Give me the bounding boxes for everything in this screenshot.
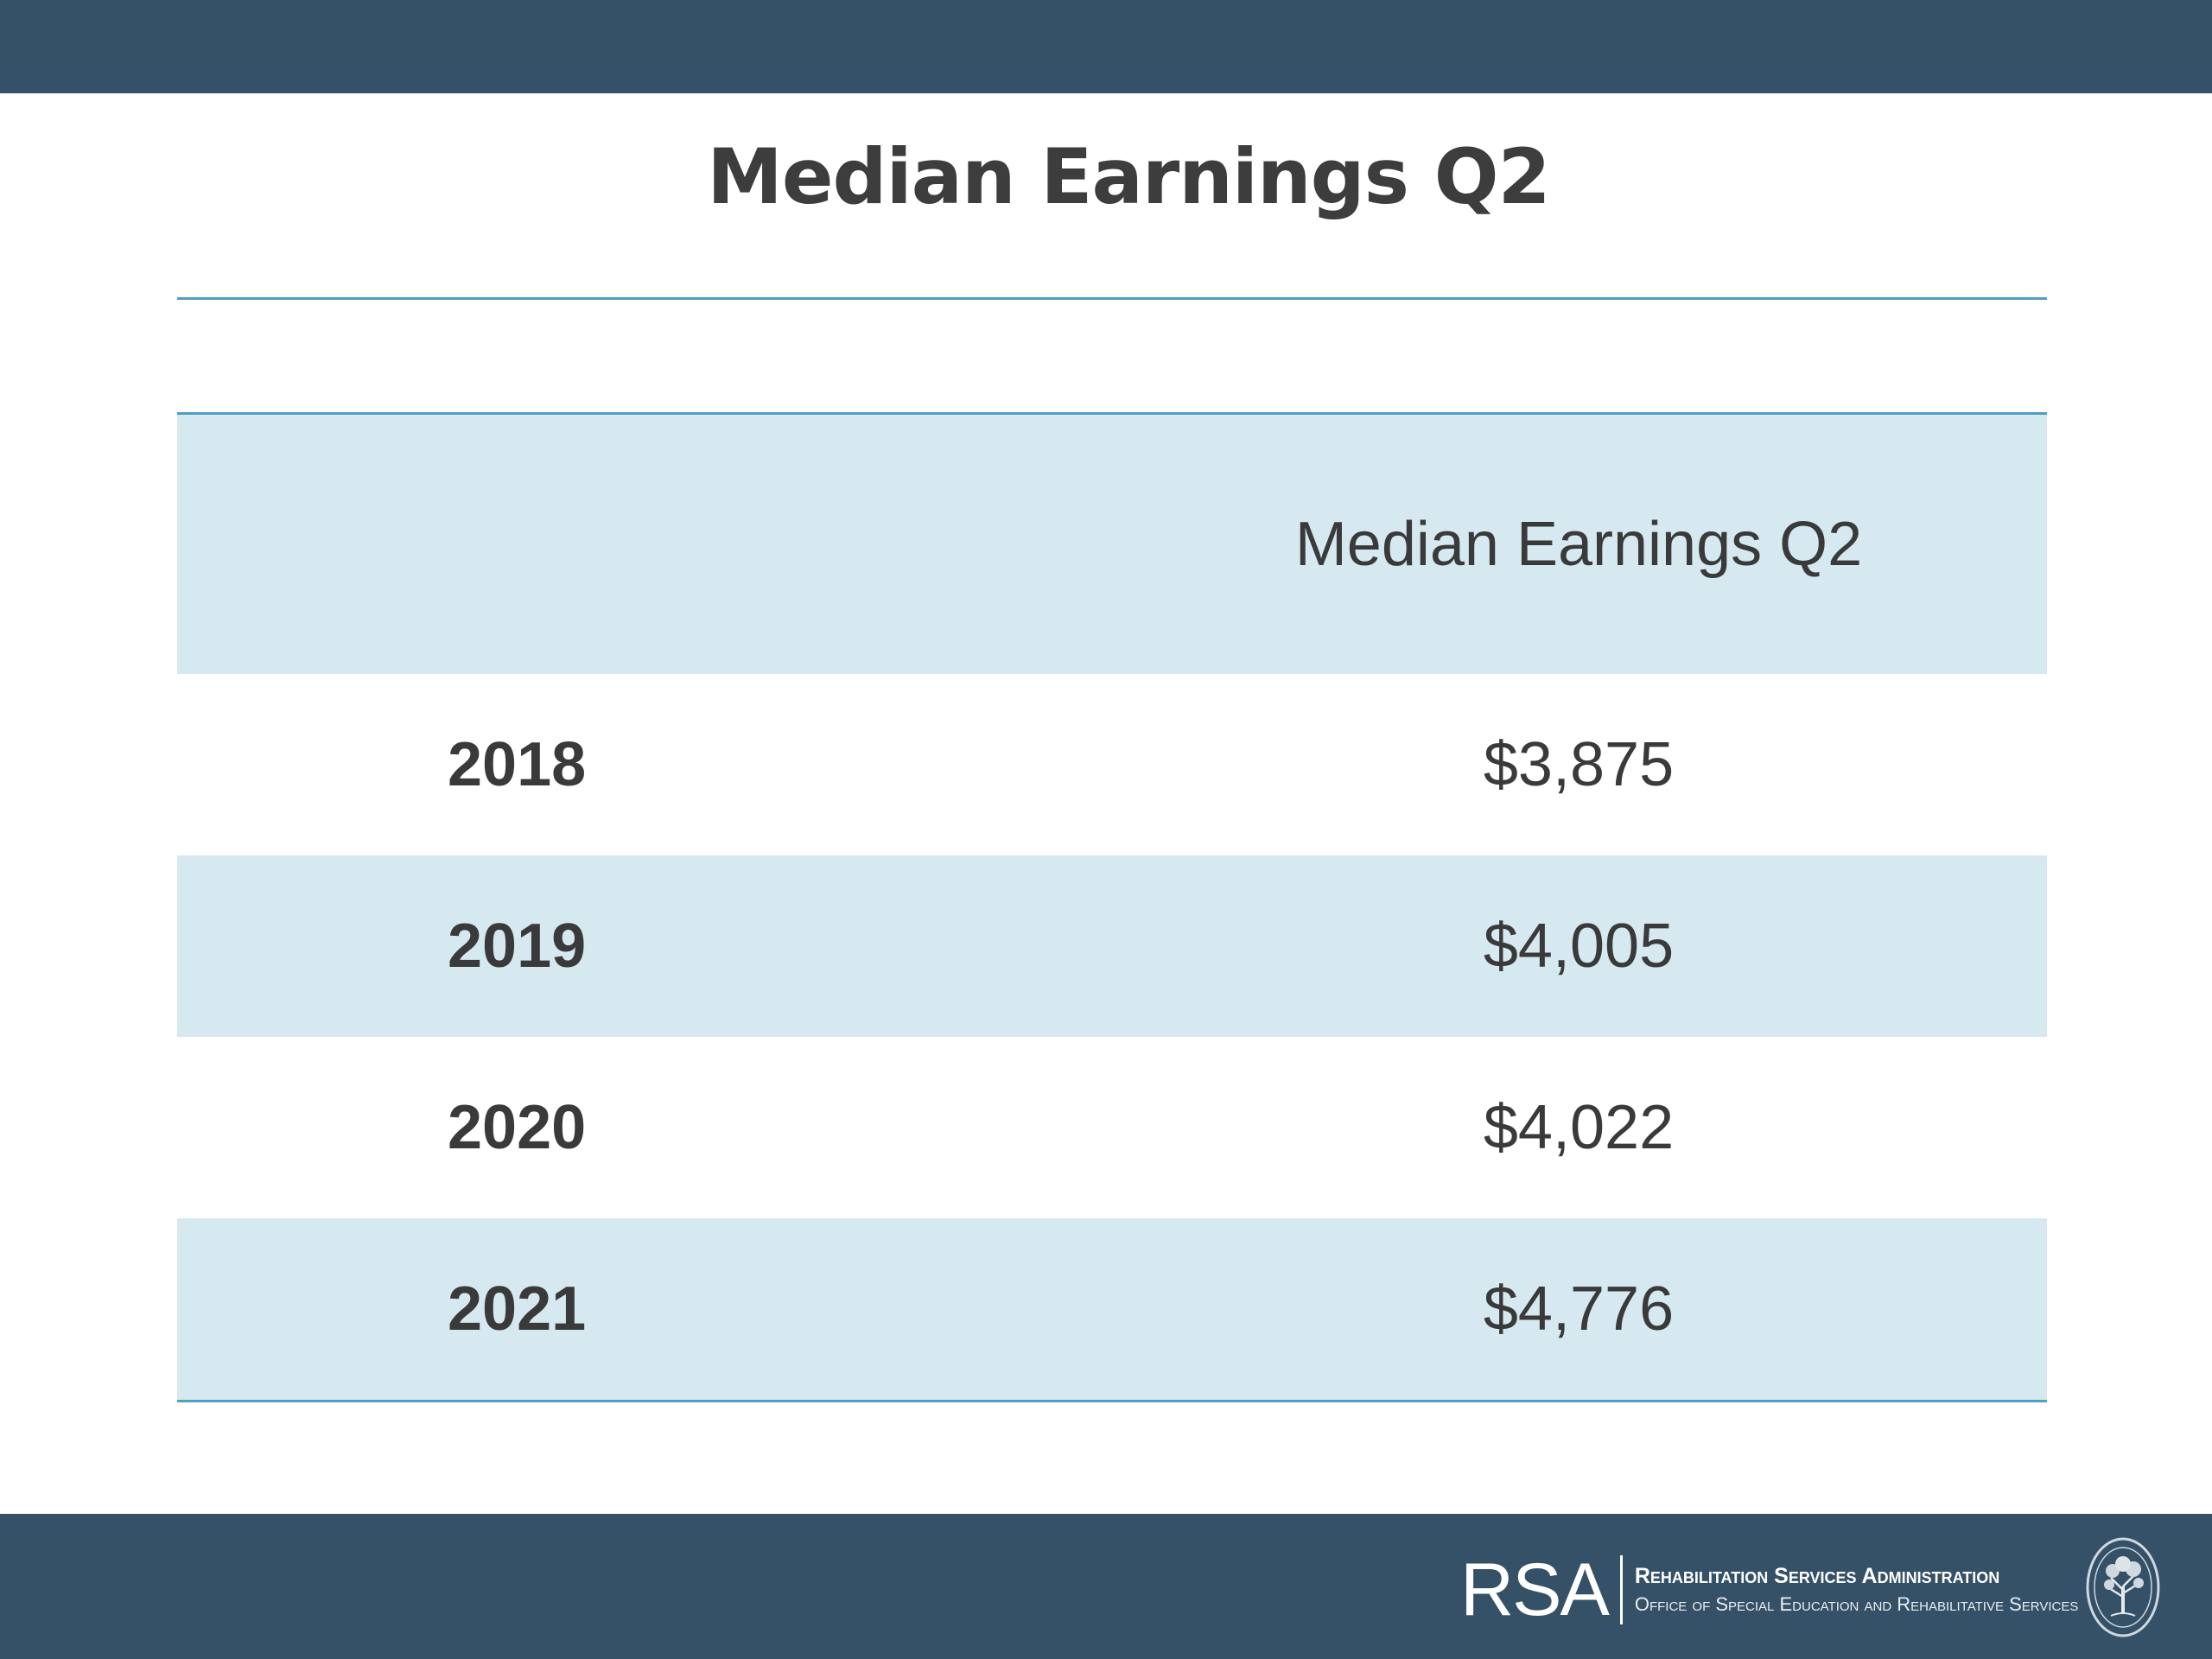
logo-divider <box>1619 1555 1623 1624</box>
earnings-cell: $4,022 <box>1483 1093 1675 1162</box>
logo-text: Rehabilitation Services Administration O… <box>1635 1561 2079 1618</box>
org-office: Office of Special Education and Rehabili… <box>1634 1593 2079 1615</box>
table-bottom-border <box>177 1400 2047 1402</box>
footer-banner <box>0 1514 2212 1659</box>
earnings-cell: $4,005 <box>1483 912 1675 981</box>
table-header-row: Median Earnings Q2 <box>177 415 2047 674</box>
table-row: 2019 $4,005 <box>177 855 2047 1037</box>
department-seal-icon <box>2086 1537 2160 1637</box>
table-top-border <box>177 412 2047 415</box>
table-row: 2018 $3,875 <box>177 674 2047 855</box>
table-row: 2020 $4,022 <box>177 1037 2047 1218</box>
year-cell: 2021 <box>448 1274 587 1344</box>
earnings-table: Median Earnings Q2 2018 $3,875 2019 $4,0… <box>177 412 2047 1402</box>
rsa-logo-mark: RSA <box>1460 1548 1610 1631</box>
top-banner <box>0 0 2212 93</box>
earnings-cell: $3,875 <box>1483 730 1675 799</box>
earnings-cell: $4,776 <box>1483 1274 1675 1344</box>
table-row: 2021 $4,776 <box>177 1218 2047 1400</box>
year-cell: 2020 <box>448 1093 587 1162</box>
title-divider <box>177 297 2047 300</box>
year-cell: 2018 <box>448 730 587 799</box>
slide-title: Median Earnings Q2 <box>707 132 1550 221</box>
year-cell: 2019 <box>448 912 587 981</box>
header-cell-median-earnings: Median Earnings Q2 <box>1294 510 1863 579</box>
rsa-logo: RSA Rehabilitation Services Administrati… <box>1460 1551 2078 1629</box>
org-name: Rehabilitation Services Administration <box>1634 1564 2000 1588</box>
